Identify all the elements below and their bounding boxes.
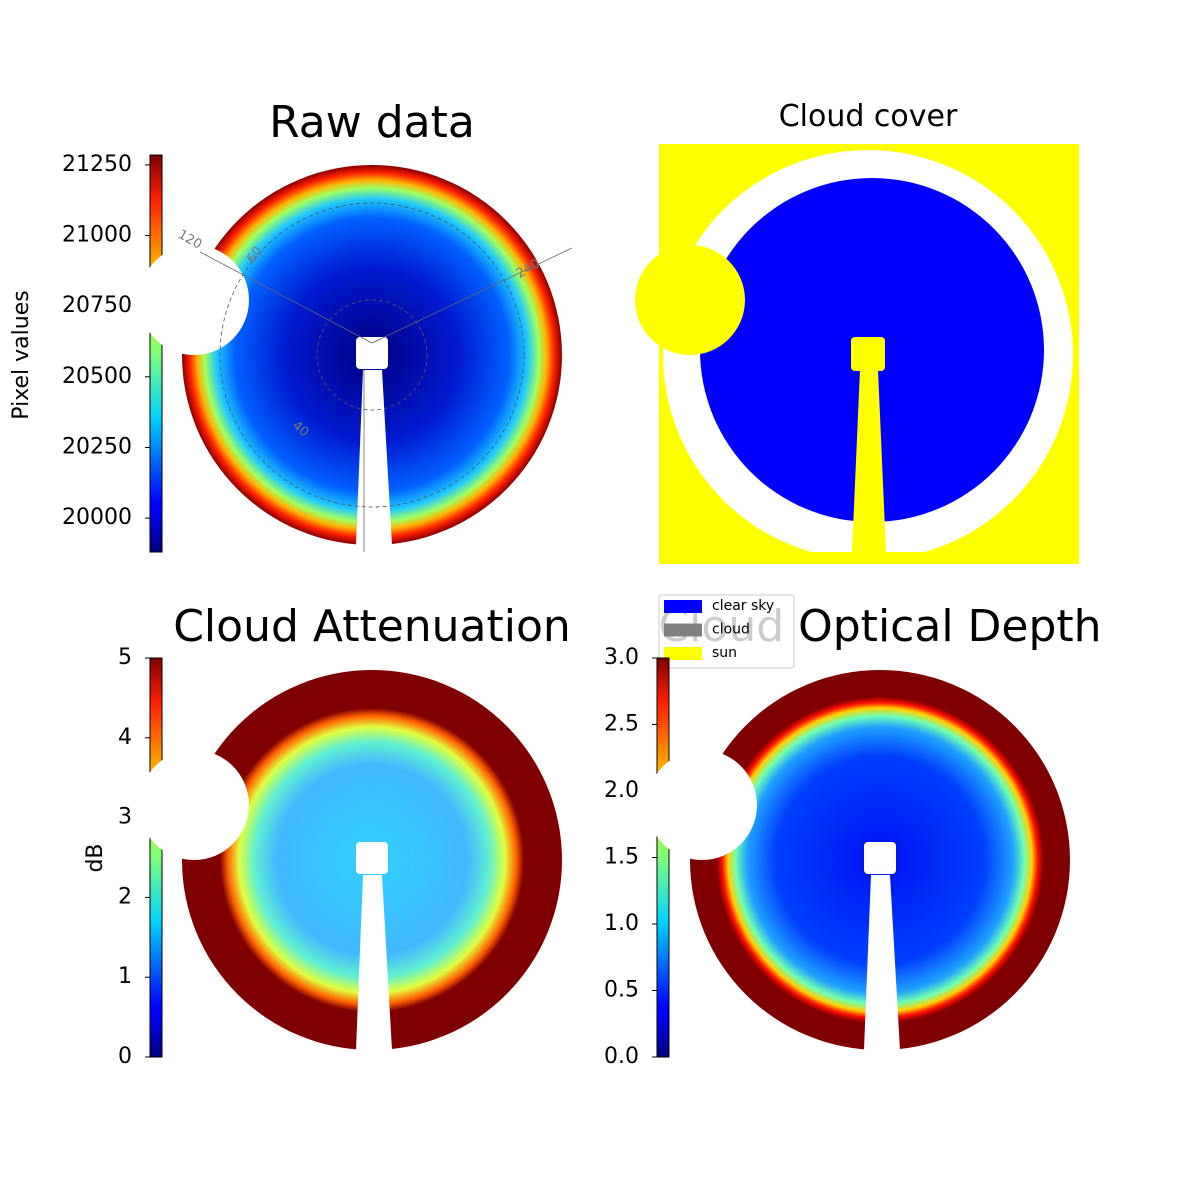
horizon-clip — [690, 1050, 1070, 1070]
colorbar-tick-label: 5 — [118, 645, 132, 670]
colorbar-tick-label: 20250 — [62, 434, 132, 459]
polar-grid — [316, 299, 428, 411]
colorbar-label: Pixel values — [9, 290, 34, 419]
polar-grid — [219, 202, 525, 508]
colorbar-tick-label: 0.5 — [604, 978, 639, 1003]
colorbar-tick-label: 20750 — [62, 293, 132, 318]
horizon-clip — [182, 545, 562, 565]
panel-title: Cloud Attenuation — [173, 601, 571, 652]
colorbar-tick-label: 0 — [118, 1044, 132, 1069]
obstruction — [635, 245, 745, 355]
colorbar-tick-label: 21250 — [62, 152, 132, 177]
panel-title: Raw data — [269, 97, 475, 148]
legend-label: clear sky — [712, 598, 774, 614]
mast-head — [851, 337, 885, 371]
polar-grid — [371, 247, 573, 344]
legend-swatch — [664, 647, 702, 660]
colorbar-tick-label: 21000 — [62, 223, 132, 248]
colorbar-tick-label: 2.0 — [604, 778, 639, 803]
horizon-clip — [182, 1050, 562, 1070]
colorbar-tick-label: 2 — [118, 884, 132, 909]
obstruction — [139, 750, 249, 860]
colorbar-tick-label: 20500 — [62, 364, 132, 389]
mast-head — [864, 842, 896, 874]
mast-head — [356, 842, 388, 874]
legend-label: cloud — [712, 622, 750, 638]
colorbar-tick-label: 1 — [118, 964, 132, 989]
colorbar-tick-label: 20000 — [62, 505, 132, 530]
colorbar-tick-label: 3.0 — [604, 645, 639, 670]
colorbar-tick-label: 2.5 — [604, 712, 639, 737]
colorbar — [149, 657, 163, 1058]
panel-title: Cloud cover — [779, 99, 958, 134]
colorbar — [656, 657, 670, 1058]
legend-swatch — [664, 600, 702, 613]
colorbar — [149, 154, 163, 553]
mast — [356, 370, 392, 545]
obstruction — [139, 245, 249, 355]
polar-grid — [199, 251, 373, 344]
colorbar-tick-label: 1.5 — [604, 845, 639, 870]
obstruction — [647, 750, 757, 860]
mast — [864, 875, 900, 1050]
horizon-clip — [659, 552, 1079, 564]
legend-swatch — [664, 623, 702, 637]
mast-head — [356, 337, 388, 369]
mast — [356, 875, 392, 1050]
legend-label: sun — [712, 645, 737, 661]
mast — [852, 370, 886, 552]
colorbar-tick-label: 4 — [118, 725, 132, 750]
colorbar-tick-label: 3 — [118, 805, 132, 830]
colorbar-tick-label: 1.0 — [604, 911, 639, 936]
colorbar-label: dB — [83, 843, 108, 872]
colorbar-tick-label: 0.0 — [604, 1044, 639, 1069]
